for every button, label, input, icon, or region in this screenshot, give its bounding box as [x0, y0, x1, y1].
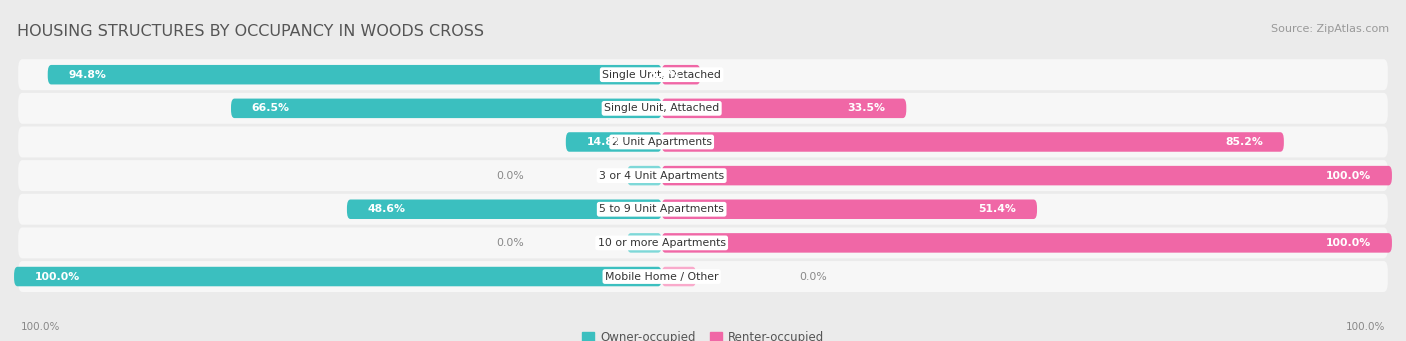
FancyBboxPatch shape: [18, 59, 1388, 90]
Text: 0.0%: 0.0%: [496, 238, 524, 248]
FancyBboxPatch shape: [18, 93, 1388, 124]
Text: 85.2%: 85.2%: [1225, 137, 1263, 147]
FancyBboxPatch shape: [565, 132, 662, 152]
Text: 0.0%: 0.0%: [496, 170, 524, 181]
Text: 100.0%: 100.0%: [35, 271, 80, 282]
FancyBboxPatch shape: [18, 261, 1388, 292]
Text: Single Unit, Detached: Single Unit, Detached: [602, 70, 721, 80]
Text: 100.0%: 100.0%: [1326, 238, 1371, 248]
Text: 100.0%: 100.0%: [1326, 170, 1371, 181]
Text: HOUSING STRUCTURES BY OCCUPANCY IN WOODS CROSS: HOUSING STRUCTURES BY OCCUPANCY IN WOODS…: [17, 24, 484, 39]
Text: 5 to 9 Unit Apartments: 5 to 9 Unit Apartments: [599, 204, 724, 214]
FancyBboxPatch shape: [662, 166, 1392, 186]
Text: 100.0%: 100.0%: [1346, 322, 1385, 332]
FancyBboxPatch shape: [627, 233, 662, 253]
Text: 5.3%: 5.3%: [650, 70, 679, 80]
FancyBboxPatch shape: [662, 132, 1284, 152]
Text: 66.5%: 66.5%: [252, 103, 290, 113]
Text: 33.5%: 33.5%: [848, 103, 886, 113]
FancyBboxPatch shape: [48, 65, 662, 85]
Text: 10 or more Apartments: 10 or more Apartments: [598, 238, 725, 248]
FancyBboxPatch shape: [231, 99, 662, 118]
FancyBboxPatch shape: [18, 127, 1388, 158]
Text: Single Unit, Attached: Single Unit, Attached: [605, 103, 720, 113]
FancyBboxPatch shape: [662, 233, 1392, 253]
Text: 0.0%: 0.0%: [800, 271, 827, 282]
FancyBboxPatch shape: [18, 194, 1388, 225]
FancyBboxPatch shape: [662, 65, 700, 85]
Text: Source: ZipAtlas.com: Source: ZipAtlas.com: [1271, 24, 1389, 34]
Text: 3 or 4 Unit Apartments: 3 or 4 Unit Apartments: [599, 170, 724, 181]
FancyBboxPatch shape: [18, 160, 1388, 191]
Text: Mobile Home / Other: Mobile Home / Other: [605, 271, 718, 282]
FancyBboxPatch shape: [18, 227, 1388, 258]
Text: 14.8%: 14.8%: [586, 137, 624, 147]
FancyBboxPatch shape: [662, 267, 696, 286]
Text: 51.4%: 51.4%: [979, 204, 1017, 214]
FancyBboxPatch shape: [347, 199, 662, 219]
Text: 2 Unit Apartments: 2 Unit Apartments: [612, 137, 711, 147]
FancyBboxPatch shape: [627, 166, 662, 186]
FancyBboxPatch shape: [662, 199, 1038, 219]
Text: 48.6%: 48.6%: [367, 204, 405, 214]
Text: 100.0%: 100.0%: [21, 322, 60, 332]
Legend: Owner-occupied, Renter-occupied: Owner-occupied, Renter-occupied: [578, 326, 828, 341]
FancyBboxPatch shape: [14, 267, 662, 286]
FancyBboxPatch shape: [662, 99, 907, 118]
Text: 94.8%: 94.8%: [69, 70, 107, 80]
